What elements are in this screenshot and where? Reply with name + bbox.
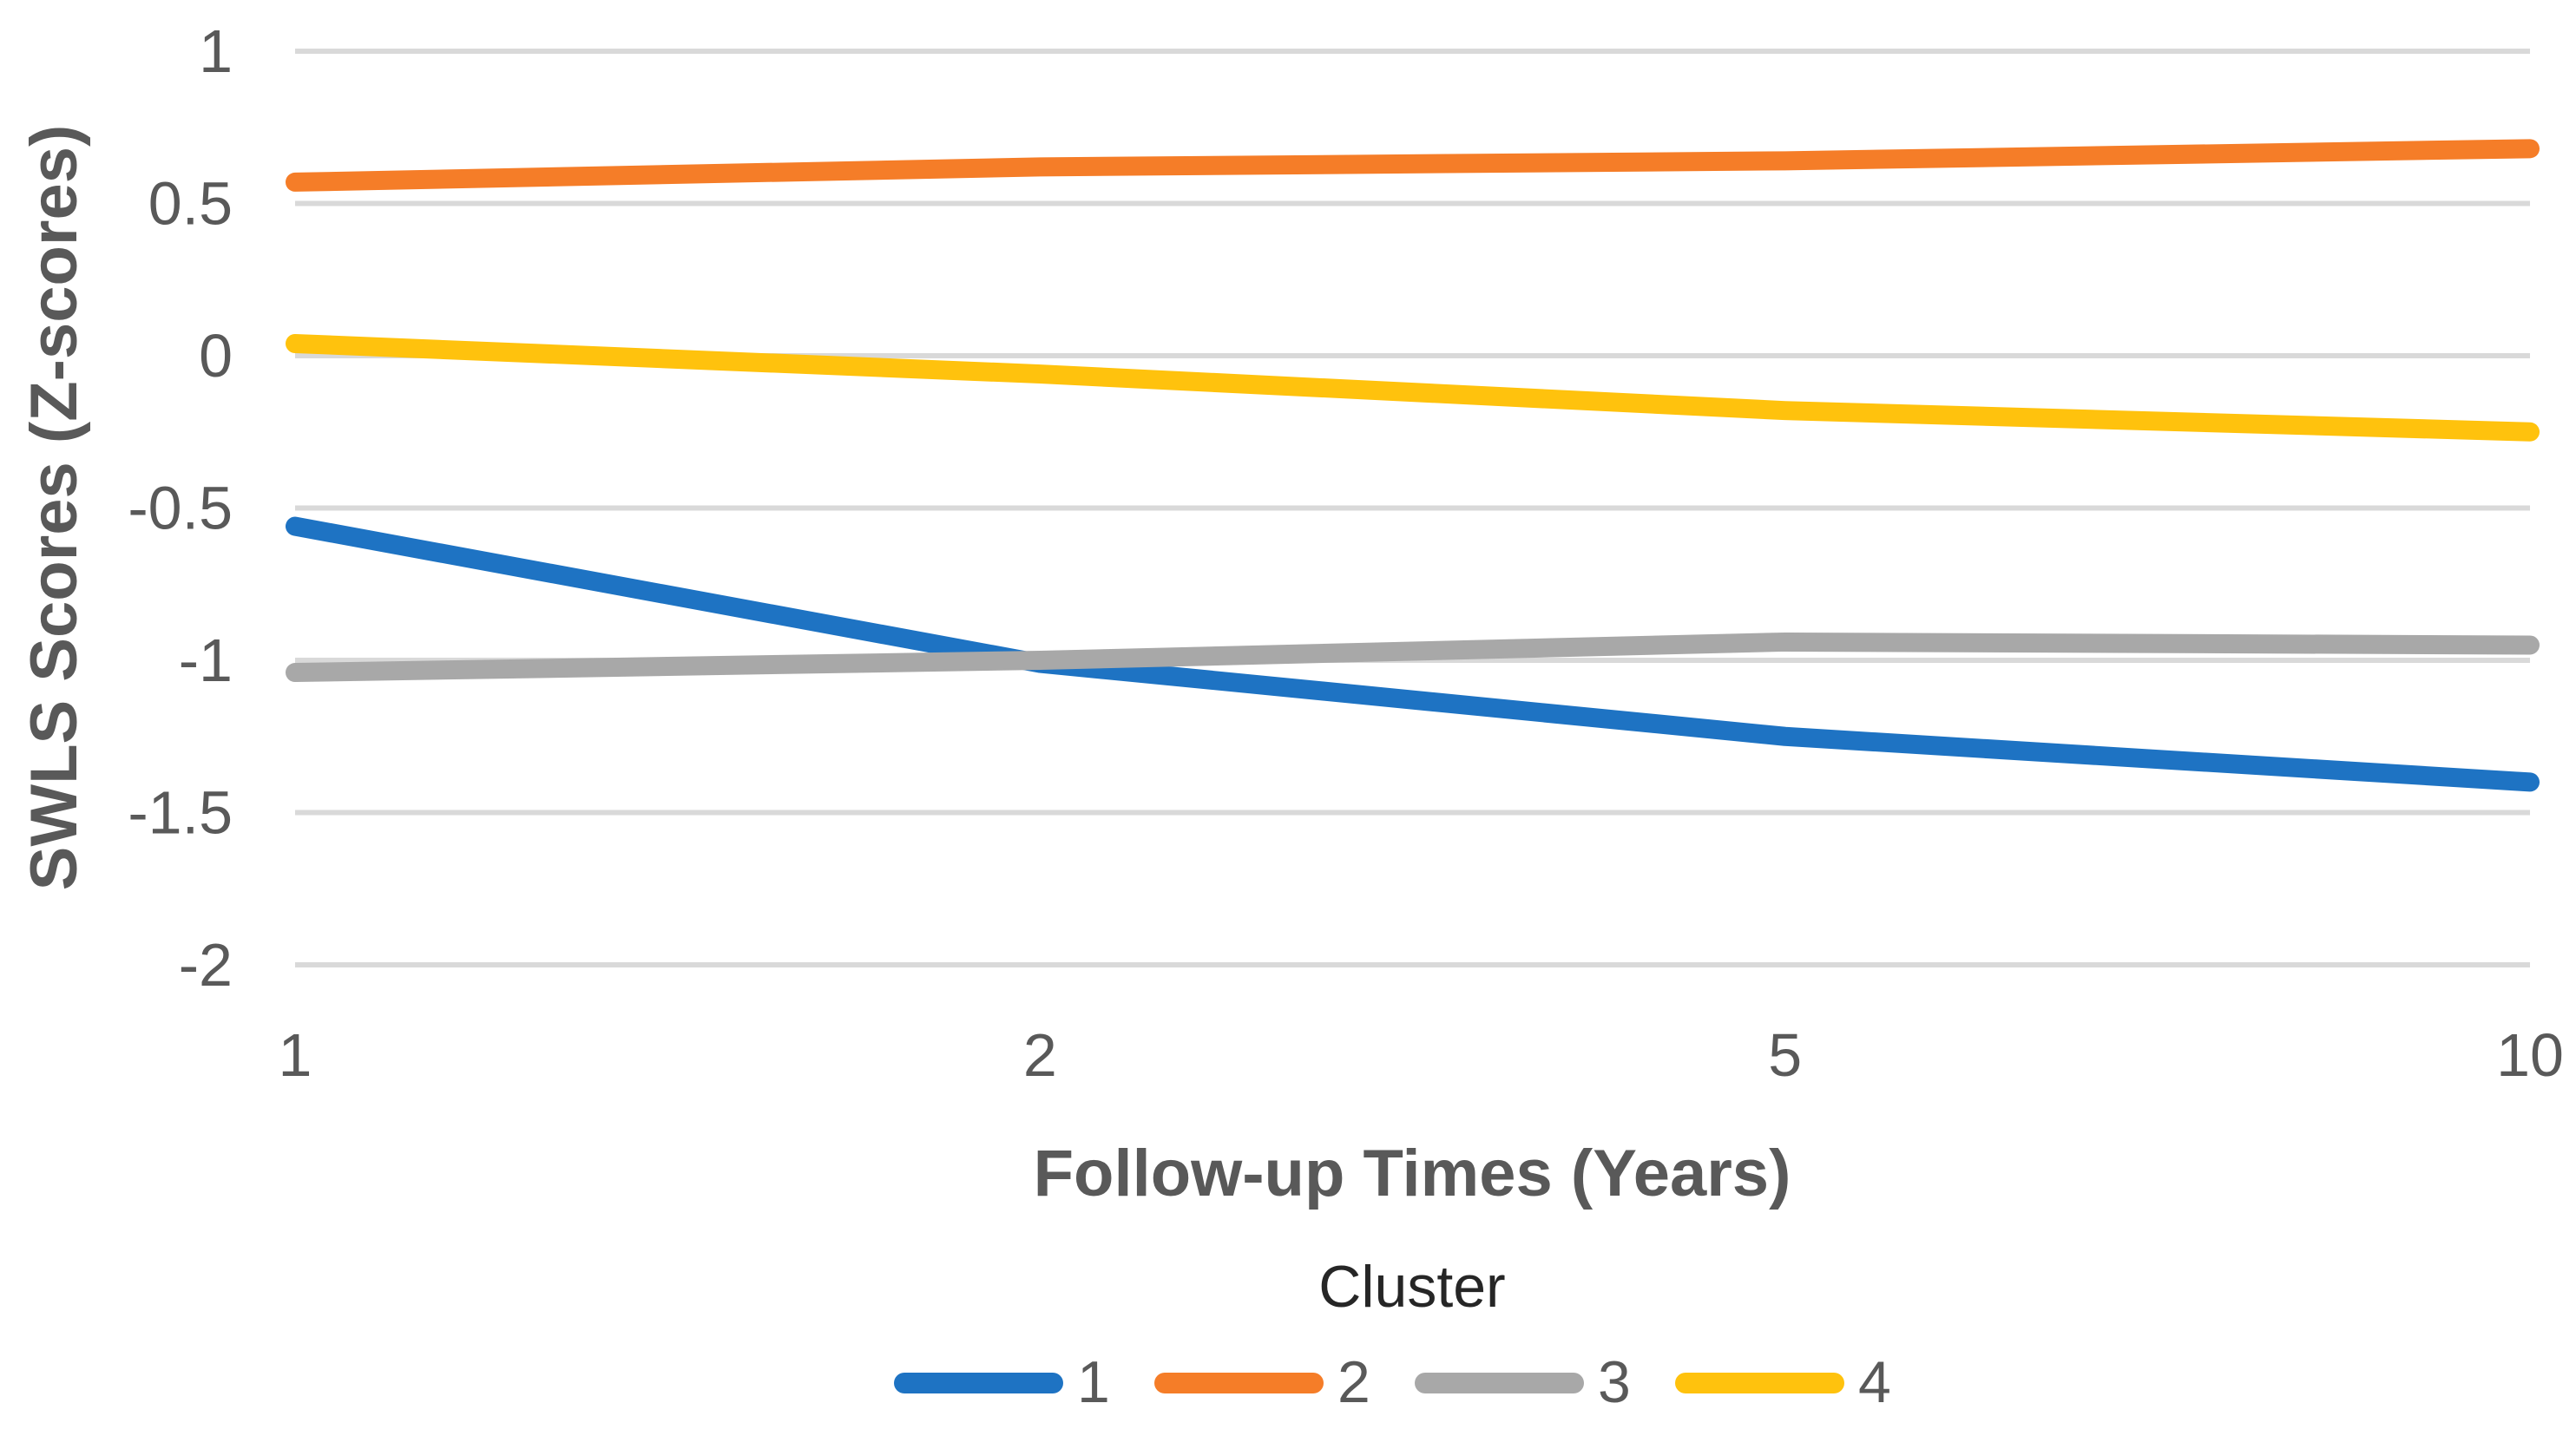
legend-item-label: 3 [1598,1349,1631,1415]
legend-swatch-cluster-4 [1675,1373,1844,1393]
legend-title: Cluster [1318,1254,1505,1320]
legend: 1 2 3 4 [894,1349,1891,1415]
y-axis-tick-labels: 1 0.5 0 -0.5 -1 -1.5 -2 [128,17,233,999]
x-tick-label: 1 [279,1021,312,1089]
y-tick-label: 1 [199,17,233,85]
y-axis-title: SWLS Scores (Z-scores) [17,125,91,891]
series-line-cluster-1 [286,516,2540,792]
legend-item-label: 2 [1337,1349,1370,1415]
x-axis-title: Follow-up Times (Years) [1034,1137,1791,1210]
series-lines [286,139,2540,792]
legend-item-label: 4 [1858,1349,1891,1415]
legend-swatch-cluster-2 [1154,1373,1324,1393]
x-tick-label: 5 [1768,1021,1802,1089]
x-tick-label: 2 [1023,1021,1057,1089]
y-tick-label: -0.5 [128,475,233,542]
series-line-cluster-3 [286,632,2540,683]
y-tick-label: -2 [179,931,233,999]
legend-swatch-cluster-3 [1415,1373,1584,1393]
series-line-cluster-4 [286,333,2540,442]
x-tick-label: 10 [2496,1021,2564,1089]
series-line-cluster-2 [286,139,2540,192]
legend-item-label: 1 [1077,1349,1110,1415]
x-axis-tick-labels: 1 2 5 10 [279,1021,2564,1089]
gridlines [295,49,2530,967]
y-tick-label: 0 [199,322,233,390]
y-tick-label: -1 [179,626,233,694]
y-tick-label: -1.5 [128,779,233,847]
legend-swatch-cluster-1 [894,1373,1063,1393]
y-tick-label: 0.5 [148,170,233,238]
